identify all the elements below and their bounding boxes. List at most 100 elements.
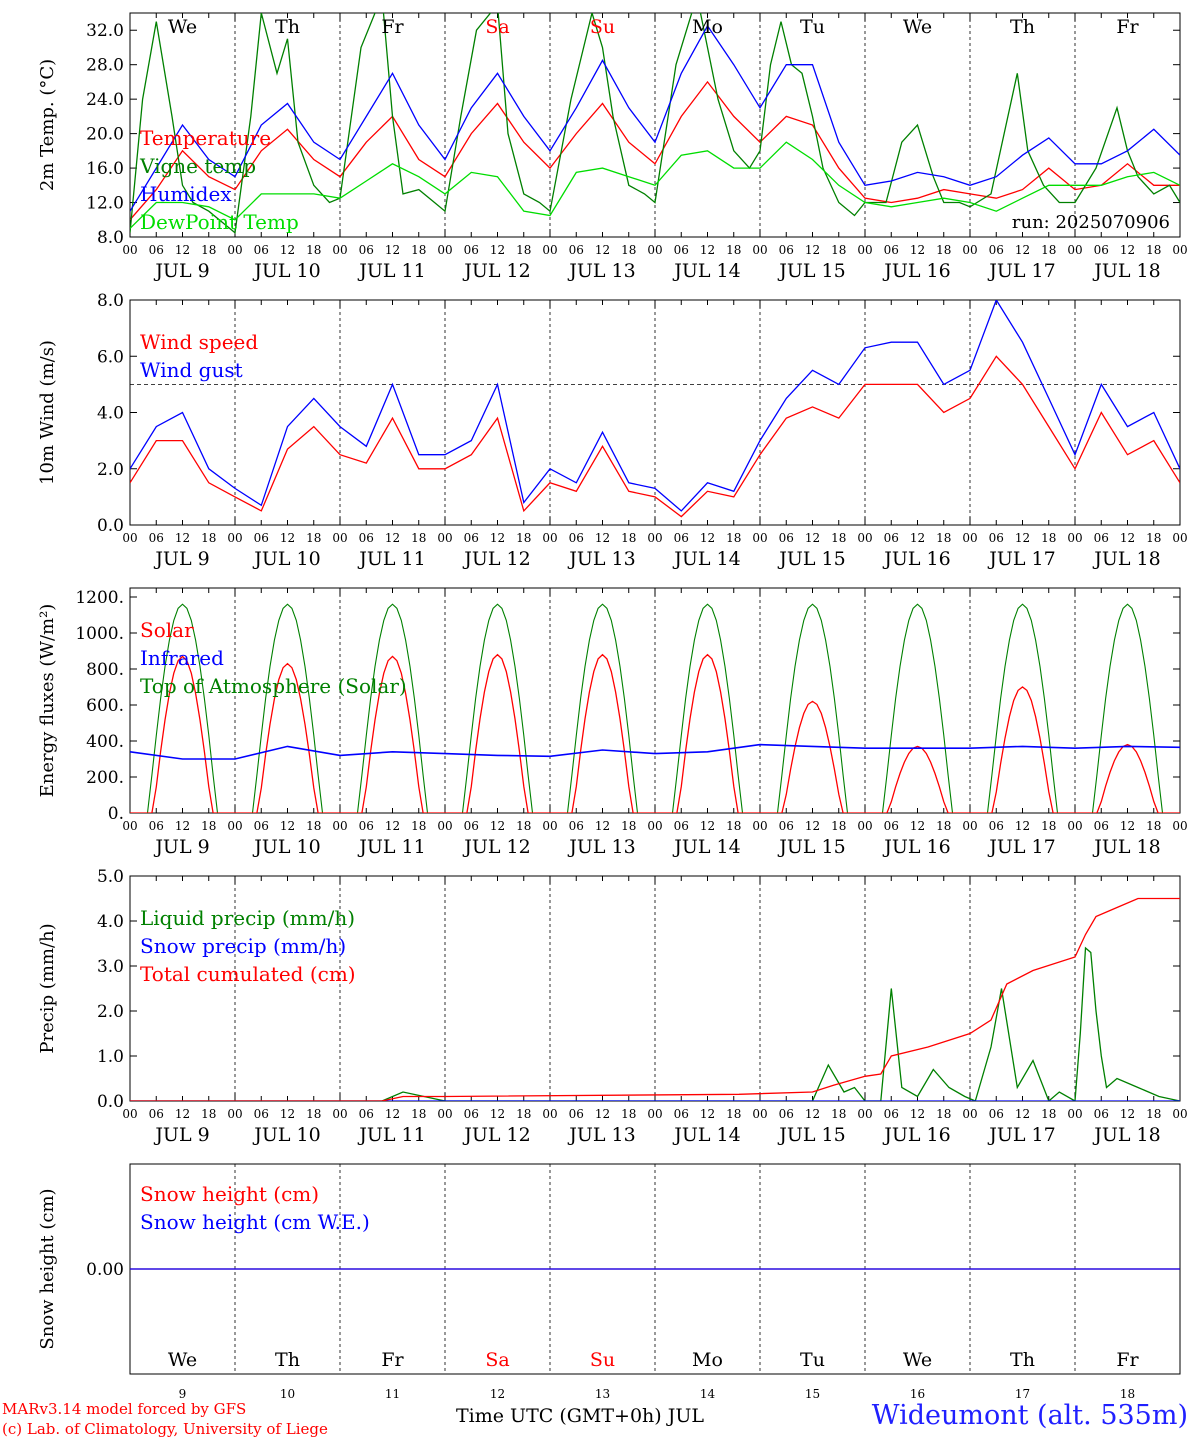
x-tick-label: 06	[779, 1107, 794, 1121]
series-solar	[130, 653, 1180, 813]
x-tick-label: 06	[359, 531, 374, 545]
run-label: run: 2025070906	[1012, 212, 1170, 233]
x-tick-label: 18	[1146, 1107, 1161, 1121]
day-number: 14	[700, 1387, 716, 1401]
day-label: JUL 17	[987, 548, 1055, 570]
y-tick-label: 600.	[86, 696, 124, 716]
x-tick-label: 18	[726, 819, 741, 833]
x-tick-label: 12	[175, 243, 190, 257]
x-tick-label: 06	[464, 1107, 479, 1121]
y-tick-label: 200.	[86, 768, 124, 788]
legend-entry: Wind speed	[140, 330, 258, 354]
x-tick-label: 00	[752, 531, 767, 545]
y-tick-label: 4.0	[97, 404, 124, 424]
x-tick-label: 06	[674, 243, 689, 257]
x-tick-label: 18	[621, 243, 636, 257]
x-tick-label: 12	[175, 531, 190, 545]
x-tick-label: 18	[1146, 531, 1161, 545]
x-tick-label: 12	[910, 819, 925, 833]
weekday-label: Tu	[800, 1349, 825, 1371]
day-number: 17	[1015, 1387, 1030, 1401]
x-tick-label: 18	[621, 819, 636, 833]
x-tick-label: 06	[884, 819, 899, 833]
day-label: JUL 10	[252, 548, 320, 570]
x-tick-label: 00	[857, 531, 872, 545]
x-tick-label: 12	[700, 1107, 715, 1121]
day-label: JUL 9	[153, 836, 209, 858]
x-tick-label: 18	[411, 1107, 426, 1121]
day-number: 16	[910, 1387, 925, 1401]
day-label: JUL 14	[672, 1124, 740, 1146]
x-tick-label: 00	[437, 243, 452, 257]
x-tick-label: 06	[989, 819, 1004, 833]
series-humidex	[130, 24, 1180, 212]
legend-entry: Wind gust	[140, 358, 243, 382]
day-label: JUL 18	[1092, 260, 1160, 282]
x-tick-label: 18	[1146, 243, 1161, 257]
y-tick-label: 5.0	[97, 867, 124, 887]
x-tick-label: 18	[726, 243, 741, 257]
x-tick-label: 00	[857, 243, 872, 257]
day-label: JUL 9	[153, 260, 209, 282]
x-tick-label: 12	[1015, 531, 1030, 545]
x-tick-label: 12	[805, 531, 820, 545]
day-label: JUL 11	[357, 836, 425, 858]
y-tick-label: 0.	[108, 804, 124, 824]
y-tick-label: 16.0	[86, 159, 124, 179]
station-name: Wideumont (alt. 535m)	[871, 1400, 1188, 1431]
x-tick-label: 00	[647, 531, 662, 545]
credit-model: MARv3.14 model forced by GFS	[2, 1400, 247, 1418]
x-tick-label: 06	[464, 531, 479, 545]
series-liquid-precip-mm-h-	[130, 946, 1180, 1101]
day-label: JUL 18	[1092, 1124, 1160, 1146]
x-tick-label: 00	[752, 1107, 767, 1121]
y-tick-label: 4.0	[97, 912, 124, 932]
x-tick-label: 00	[437, 1107, 452, 1121]
x-tick-label: 18	[516, 1107, 531, 1121]
x-tick-label: 12	[910, 531, 925, 545]
day-number: 13	[595, 1387, 610, 1401]
x-tick-label: 12	[280, 531, 295, 545]
legend-entry: Humidex	[140, 182, 232, 206]
x-tick-label: 12	[280, 819, 295, 833]
x-tick-label: 12	[1015, 819, 1030, 833]
day-label: JUL 17	[987, 1124, 1055, 1146]
y-axis-label: Snow height (cm)	[37, 1188, 58, 1349]
day-number: 15	[805, 1387, 820, 1401]
x-tick-label: 18	[936, 531, 951, 545]
x-tick-label: 00	[962, 243, 977, 257]
x-tick-label: 06	[254, 531, 269, 545]
y-tick-label: 8.0	[97, 291, 124, 311]
day-label: JUL 14	[672, 260, 740, 282]
x-tick-label: 06	[884, 1107, 899, 1121]
y-tick-label: 0.00	[86, 1260, 124, 1280]
x-tick-label: 00	[122, 819, 137, 833]
x-tick-label: 18	[936, 1107, 951, 1121]
x-tick-label: 06	[989, 1107, 1004, 1121]
x-axis-label: Time UTC (GMT+0h) JUL	[456, 1405, 704, 1427]
x-tick-label: 12	[1120, 243, 1135, 257]
y-axis-label: 10m Wind (m/s)	[37, 340, 58, 485]
day-number: 9	[179, 1387, 187, 1401]
panel-frame	[129, 12, 1181, 238]
day-label: JUL 18	[1092, 548, 1160, 570]
x-tick-label: 06	[359, 243, 374, 257]
x-tick-label: 06	[359, 1107, 374, 1121]
day-label: JUL 18	[1092, 836, 1160, 858]
x-tick-label: 00	[752, 243, 767, 257]
x-tick-label: 06	[884, 243, 899, 257]
x-tick-label: 18	[831, 819, 846, 833]
x-tick-label: 12	[805, 1107, 820, 1121]
x-tick-label: 06	[779, 819, 794, 833]
x-tick-label: 00	[1067, 1107, 1082, 1121]
x-tick-label: 00	[962, 531, 977, 545]
x-tick-label: 00	[542, 1107, 557, 1121]
x-tick-label: 12	[385, 819, 400, 833]
y-tick-label: 0.0	[97, 1092, 124, 1112]
series-vigne-temp	[130, 13, 1180, 234]
day-label: JUL 13	[567, 260, 635, 282]
x-tick-label: 18	[411, 819, 426, 833]
y-axis-label: Energy fluxes (W/m²)	[37, 604, 58, 798]
x-tick-label: 00	[437, 819, 452, 833]
